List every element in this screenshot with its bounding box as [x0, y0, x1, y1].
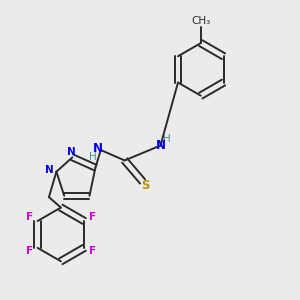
Text: F: F	[89, 212, 96, 222]
Text: F: F	[26, 212, 33, 222]
Text: H: H	[89, 152, 97, 162]
Text: N: N	[45, 165, 54, 175]
Text: H: H	[163, 134, 171, 144]
Text: N: N	[155, 139, 166, 152]
Text: S: S	[141, 179, 150, 192]
Text: N: N	[67, 147, 75, 157]
Text: F: F	[26, 247, 33, 256]
Text: F: F	[89, 247, 96, 256]
Text: CH₃: CH₃	[191, 16, 210, 26]
Text: N: N	[93, 142, 103, 155]
